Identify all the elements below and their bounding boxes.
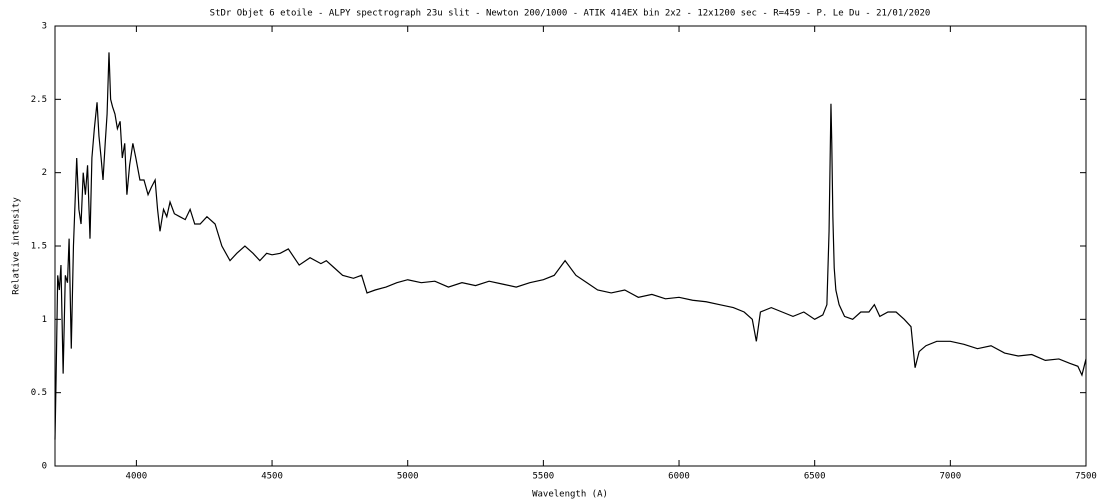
x-axis-label: Wavelength (A) (532, 490, 608, 500)
y-tick-label: 3 (42, 22, 47, 32)
x-tick-label: 5500 (533, 472, 555, 482)
x-tick-label: 7500 (1075, 472, 1097, 482)
x-tick-label: 4000 (126, 472, 148, 482)
y-tick-label: 2 (42, 168, 47, 178)
y-tick-label: 1.5 (31, 242, 47, 252)
y-tick-label: 0 (42, 462, 47, 472)
y-axis-label: Relative intensity (12, 197, 22, 295)
x-tick-label: 5000 (397, 472, 419, 482)
y-tick-label: 1 (42, 315, 47, 325)
x-tick-label: 7000 (939, 472, 961, 482)
spectrum-line (54, 52, 1087, 440)
x-tick-label: 6500 (804, 472, 826, 482)
chart-title: StDr Objet 6 etoile - ALPY spectrograph … (210, 9, 931, 19)
x-tick-label: 4500 (261, 472, 283, 482)
y-tick-label: 2.5 (31, 95, 47, 105)
x-tick-label: 6000 (668, 472, 690, 482)
y-tick-label: 0.5 (31, 388, 47, 398)
